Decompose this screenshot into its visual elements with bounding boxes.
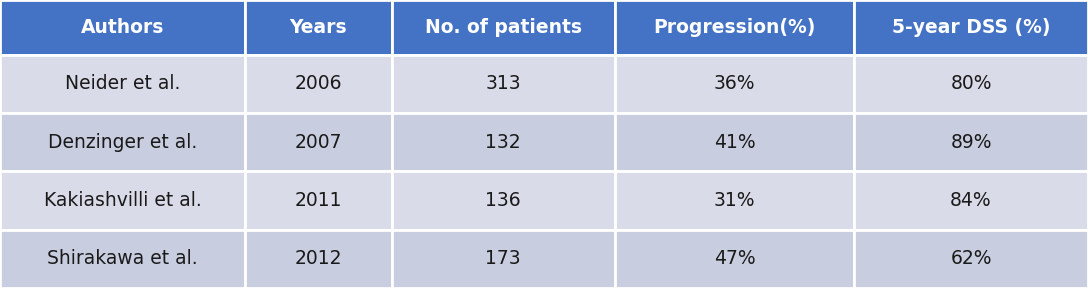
Bar: [615, 0, 854, 55]
Bar: [854, 230, 1088, 288]
Text: 132: 132: [485, 133, 521, 152]
Text: Years: Years: [289, 18, 347, 37]
Bar: [392, 0, 615, 55]
Text: 62%: 62%: [950, 249, 992, 268]
Text: Neider et al.: Neider et al.: [64, 74, 181, 93]
Text: 41%: 41%: [714, 133, 755, 152]
Bar: [854, 55, 1088, 113]
Text: 2012: 2012: [295, 249, 342, 268]
Text: Shirakawa et al.: Shirakawa et al.: [47, 249, 198, 268]
Bar: [245, 171, 392, 230]
Bar: [245, 0, 392, 55]
Bar: [0, 113, 245, 171]
Bar: [392, 171, 615, 230]
Bar: [245, 230, 392, 288]
Text: No. of patients: No. of patients: [424, 18, 582, 37]
Bar: [854, 171, 1088, 230]
Text: Kakiashvilli et al.: Kakiashvilli et al.: [44, 191, 201, 210]
Text: 2007: 2007: [295, 133, 342, 152]
Text: 173: 173: [485, 249, 521, 268]
Text: Denzinger et al.: Denzinger et al.: [48, 133, 197, 152]
Text: 89%: 89%: [950, 133, 992, 152]
Bar: [392, 113, 615, 171]
Text: 2006: 2006: [295, 74, 342, 93]
Bar: [392, 230, 615, 288]
Bar: [245, 55, 392, 113]
Text: Authors: Authors: [81, 18, 164, 37]
Bar: [0, 230, 245, 288]
Text: 80%: 80%: [950, 74, 992, 93]
Bar: [615, 171, 854, 230]
Bar: [0, 55, 245, 113]
Bar: [854, 113, 1088, 171]
Bar: [0, 0, 245, 55]
Bar: [245, 113, 392, 171]
Text: 5-year DSS (%): 5-year DSS (%): [892, 18, 1050, 37]
Text: 313: 313: [485, 74, 521, 93]
Text: 136: 136: [485, 191, 521, 210]
Text: 31%: 31%: [714, 191, 755, 210]
Text: 47%: 47%: [714, 249, 755, 268]
Bar: [615, 113, 854, 171]
Text: Progression(%): Progression(%): [653, 18, 816, 37]
Bar: [854, 0, 1088, 55]
Text: 2011: 2011: [295, 191, 342, 210]
Text: 36%: 36%: [714, 74, 755, 93]
Bar: [392, 55, 615, 113]
Bar: [615, 55, 854, 113]
Text: 84%: 84%: [950, 191, 992, 210]
Bar: [615, 230, 854, 288]
Bar: [0, 171, 245, 230]
